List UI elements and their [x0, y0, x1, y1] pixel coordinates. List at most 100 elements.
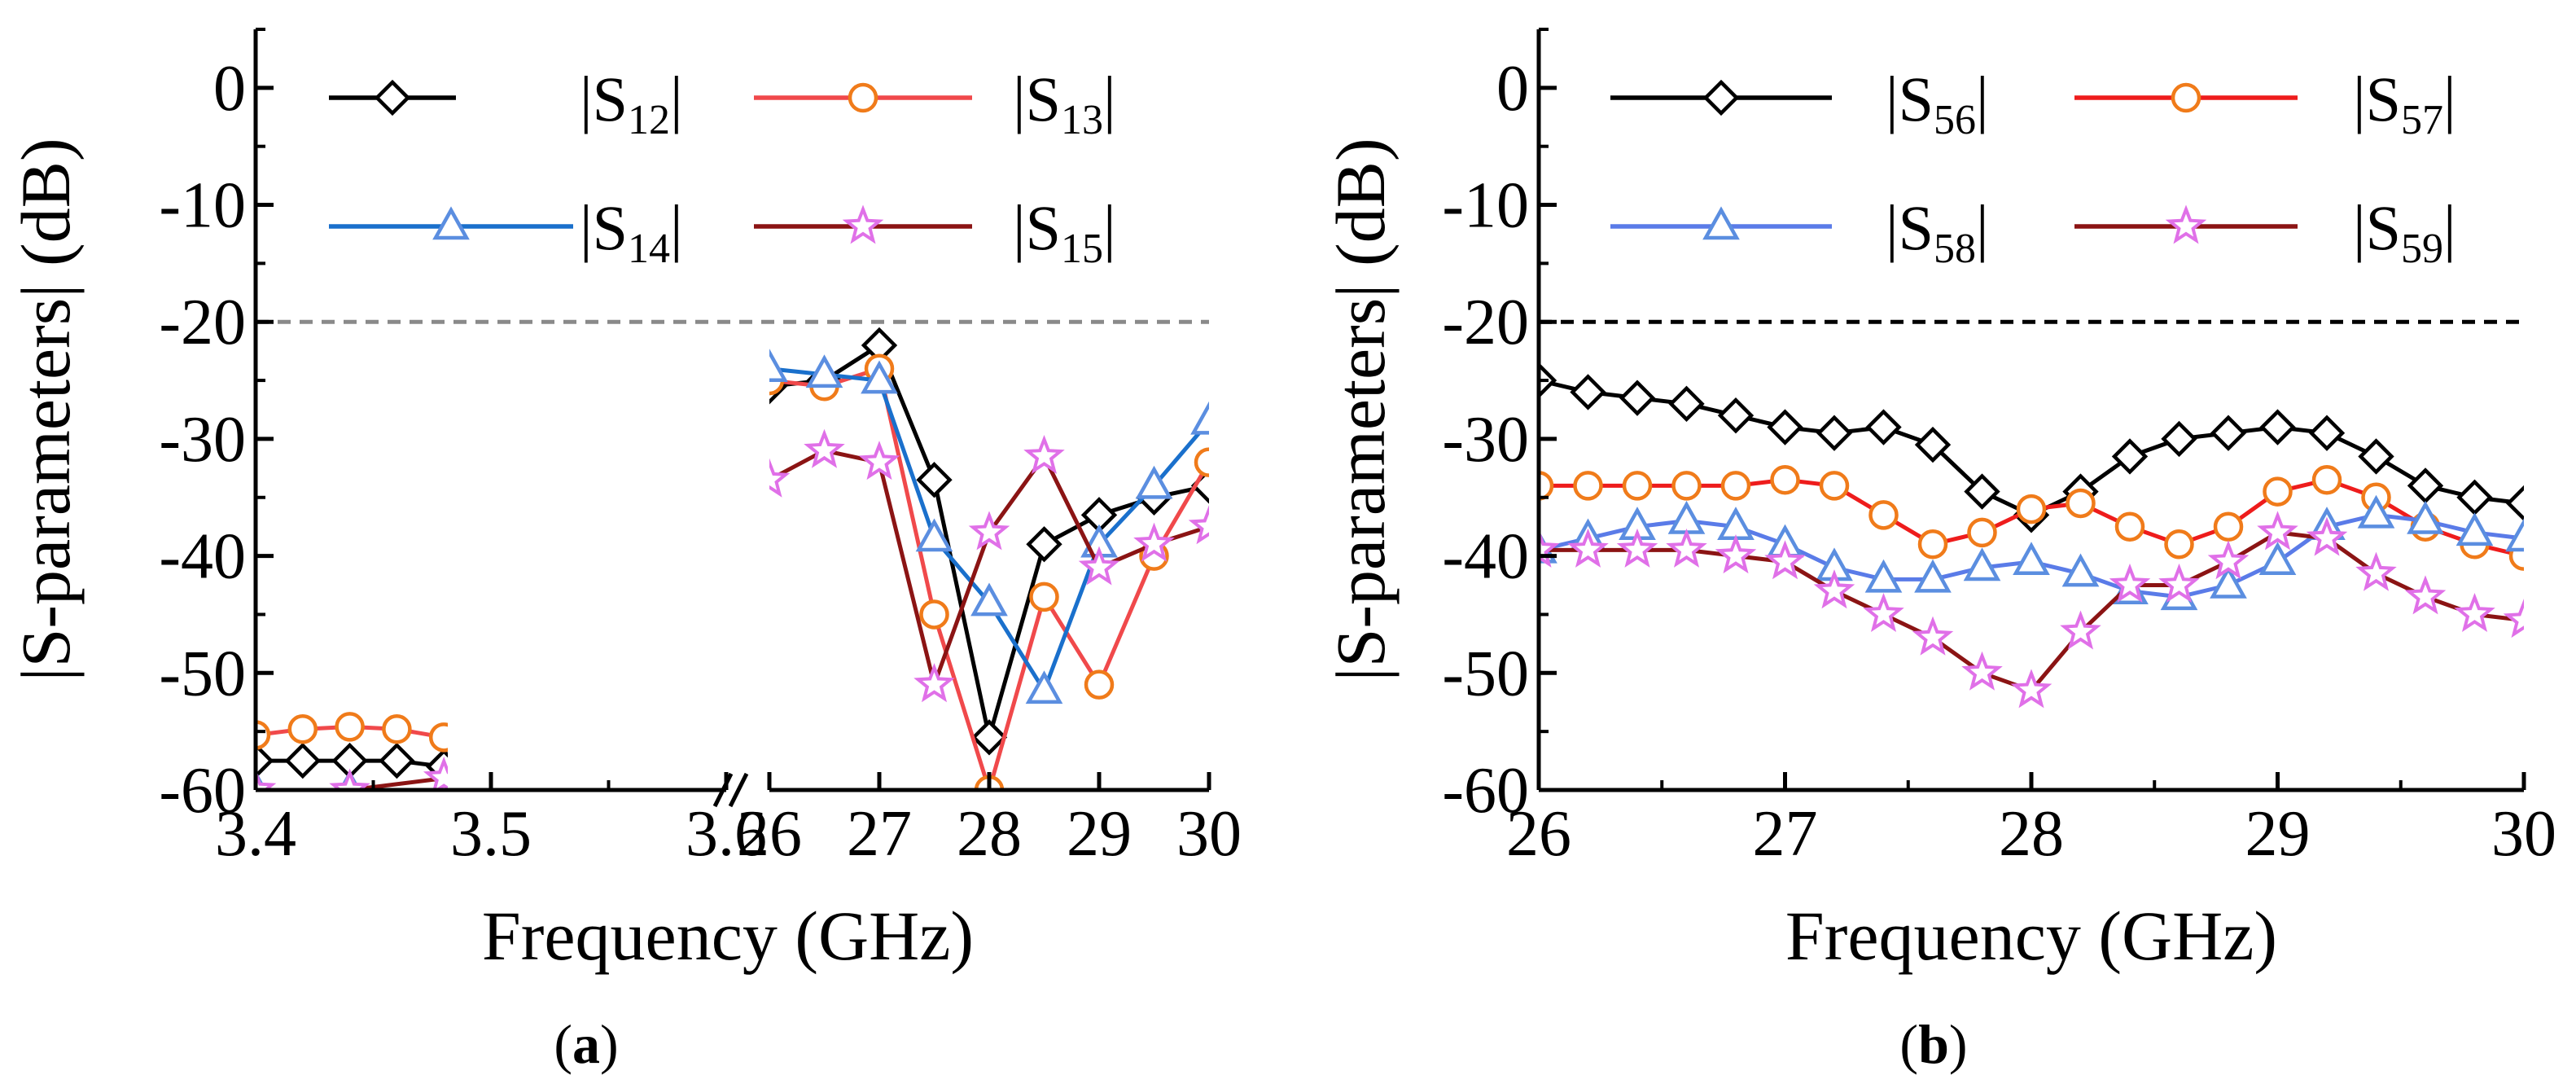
data-point — [1963, 547, 2001, 581]
panel-a-legend-entry-14: |S14| — [329, 192, 683, 272]
data-point — [2114, 511, 2145, 542]
data-point — [1764, 540, 1806, 580]
data-point — [478, 736, 504, 762]
panel-b-x-tick-label: 29 — [2245, 798, 2311, 870]
data-point — [256, 768, 277, 790]
data-point — [1717, 397, 1755, 434]
panel-a-caption-letter: a — [572, 1013, 600, 1075]
data-point — [1029, 581, 1059, 612]
data-point — [1133, 522, 1175, 562]
panel-b-y-tick-label: -50 — [1442, 638, 1529, 709]
data-point — [1570, 374, 1606, 410]
panel-b-y-axis-label: |S-parameters| (dB) — [1321, 138, 1400, 681]
panel-b-legend-label: |S59| — [2353, 192, 2456, 272]
panel-a-x-tick-label: 30 — [1176, 798, 1242, 870]
panel-b-legend-marker — [1702, 206, 1740, 240]
panel-b-series-58 — [1539, 494, 2524, 611]
panel-a-x-tick-label: 27 — [847, 798, 912, 870]
data-point — [475, 744, 507, 775]
data-point — [1967, 517, 1997, 548]
panel-a-series-group — [256, 327, 1209, 800]
panel-a-legend-entry-15: |S15| — [754, 192, 1116, 272]
data-point — [769, 349, 788, 382]
panel-b-legend-label-subscript: 57 — [2401, 97, 2443, 143]
data-point — [1864, 559, 1903, 593]
data-point — [769, 458, 791, 498]
panel-b-legend-label-subscript: 56 — [1934, 97, 1976, 143]
data-point — [1964, 473, 2000, 510]
panel-b-legend-entry-58: |S58| — [1610, 192, 1989, 272]
panel-b-y-tick-label: -60 — [1442, 755, 1529, 827]
data-point — [335, 712, 365, 742]
panel-b-x-tick-label: 26 — [1506, 798, 1571, 870]
data-point — [2306, 516, 2348, 556]
data-point — [1188, 505, 1209, 545]
panel-b-x-tick-label: 28 — [1999, 798, 2064, 870]
data-point — [284, 742, 321, 779]
panel-b-x-tick-label: 27 — [1753, 798, 1818, 870]
data-point — [1667, 500, 1706, 534]
data-point — [1865, 409, 1902, 445]
panel-b-legend-entry-59: |S59| — [2074, 192, 2456, 272]
panel-a-legend-label: |S12| — [580, 64, 683, 143]
data-point — [805, 354, 843, 388]
data-point — [1912, 616, 1954, 656]
data-point — [1190, 401, 1209, 435]
data-point — [2407, 500, 2444, 534]
panel-a-legend-label: |S15| — [1013, 192, 1116, 272]
panel-a-legend-marker — [374, 79, 411, 116]
data-point — [2210, 415, 2247, 451]
data-point — [2308, 415, 2346, 451]
panel-a-y-axis-label: |S-parameters| (dB) — [7, 138, 85, 681]
data-point — [329, 768, 370, 790]
panel-a: 0 -10 -20 -30 -40 -50 -603.4 3.5 3.626 27 28 29 30 |… — [7, 28, 1242, 1075]
panel-a-legend-entry-12: |S12| — [329, 64, 683, 143]
data-point — [569, 685, 602, 716]
data-point — [2013, 542, 2050, 576]
panel-a-series-13 — [256, 353, 1209, 792]
panel-a-series-15-low-band — [256, 685, 602, 790]
data-point — [913, 663, 955, 703]
panel-a-series-15-line-low — [256, 775, 448, 790]
panel-b-legend-label-subscript: 58 — [1934, 226, 1976, 272]
panel-a-legend-label-subscript: 14 — [628, 226, 670, 272]
data-point — [1025, 670, 1063, 704]
data-point — [1622, 471, 1653, 501]
panel-a-legend-entry-13: |S13| — [754, 64, 1116, 143]
panel-a-legend-label: |S14| — [580, 192, 683, 272]
data-point — [1868, 500, 1899, 530]
data-point — [2505, 518, 2524, 552]
data-point — [2407, 467, 2444, 504]
data-point — [379, 742, 415, 779]
panel-a-legend-marker — [848, 82, 878, 113]
data-point — [428, 722, 448, 753]
panel-a-y-tick-label: -20 — [159, 287, 246, 358]
panel-b-series-group — [1539, 362, 2524, 709]
panel-a-legend-label-subscript: 12 — [628, 97, 670, 143]
data-point — [1619, 380, 1656, 416]
data-point — [2263, 476, 2293, 507]
panel-a-legend-label-subscript: 15 — [1061, 226, 1103, 272]
panel-a-y-tick-label: -50 — [159, 638, 246, 709]
data-point — [256, 742, 274, 779]
data-point — [2016, 494, 2047, 524]
data-point — [2259, 409, 2296, 445]
data-point — [572, 766, 598, 792]
data-point — [2456, 479, 2493, 516]
data-point — [1961, 651, 2003, 691]
data-point — [1715, 534, 1757, 574]
panel-a-legend: |S12| |S13| |S14| |S15| — [329, 64, 1116, 272]
data-point — [2158, 563, 2200, 603]
data-point — [2257, 511, 2298, 551]
panel-b-legend-label-subscript: 59 — [2401, 226, 2443, 272]
panel-a-x-tick-label: 3.5 — [450, 798, 532, 870]
data-point — [2066, 488, 2096, 519]
data-point — [523, 769, 554, 800]
data-point — [525, 753, 551, 779]
panel-a-x-tick-label: 29 — [1067, 798, 1132, 870]
panel-b-legend-marker — [2165, 204, 2207, 244]
panel-a-x-axis-label: Frequency (GHz) — [482, 897, 974, 975]
panel-a-legend-label: |S13| — [1013, 64, 1116, 143]
